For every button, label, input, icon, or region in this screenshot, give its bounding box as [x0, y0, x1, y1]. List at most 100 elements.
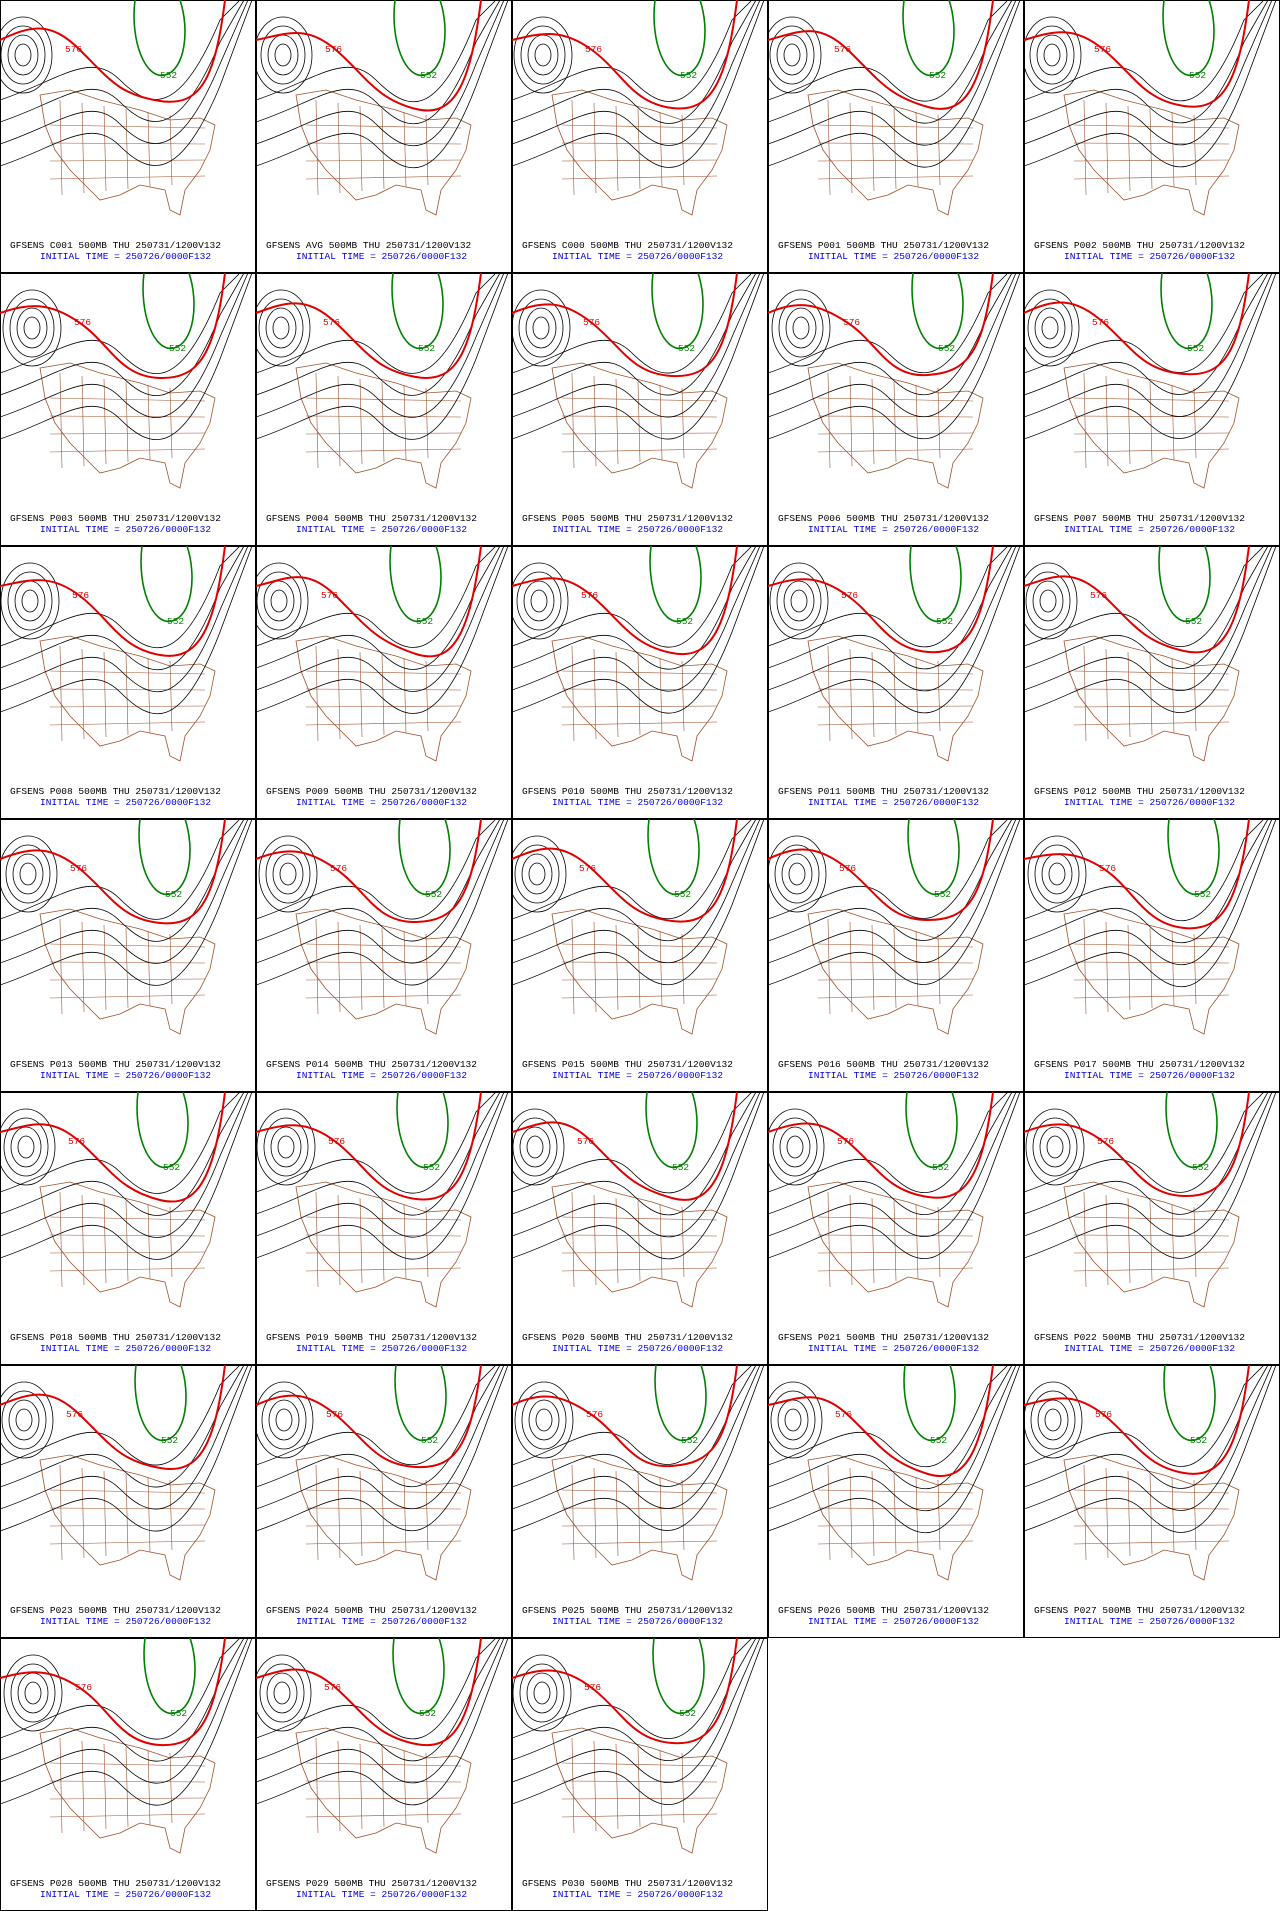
contour [512, 1654, 572, 1732]
contour [768, 546, 1021, 714]
contour [0, 562, 60, 640]
contour [15, 1408, 33, 1432]
contour [256, 16, 313, 94]
panel-title: GFSENS P010 500MB THU 250731/1200V132 [522, 786, 733, 797]
contour-label: 552 [163, 1162, 180, 1173]
contour-552 [909, 546, 962, 623]
map-outline [551, 89, 728, 216]
contour-label: 576 [330, 863, 347, 874]
state-line [169, 387, 173, 459]
state-line [937, 114, 941, 186]
contour [521, 1390, 567, 1450]
panel-init-time: INITIAL TIME = 250726/0000F132 [552, 797, 723, 808]
state-line [59, 372, 63, 469]
panel-border [0, 1365, 256, 1638]
contour-552 [654, 1365, 707, 1442]
contour [1024, 546, 1277, 713]
map-panel: 576 552 GFSENS P028 500MB THU 250731/1200V… [0, 1638, 256, 1911]
state-line [849, 102, 853, 194]
contour [512, 546, 765, 714]
contour-label: 552 [1190, 1435, 1207, 1446]
map-outline [295, 362, 472, 489]
contour [512, 1638, 761, 1783]
contour [0, 1365, 253, 1532]
state-line [305, 1762, 462, 1767]
map-panel: 576 552 GFSENS P001 500MB THU 250731/1200V… [768, 0, 1024, 273]
contour [512, 1638, 753, 1739]
contour [768, 273, 1009, 374]
contour [1024, 562, 1078, 640]
state-line [571, 1464, 575, 1561]
contour [23, 316, 41, 340]
panel-border [256, 1092, 512, 1365]
state-line [147, 1203, 151, 1280]
state-line [561, 175, 718, 180]
panel-border [256, 1365, 512, 1638]
state-line [425, 660, 429, 732]
panel-init-time: INITIAL TIME = 250726/0000F132 [808, 524, 979, 535]
contour [258, 835, 318, 913]
state-line [315, 1191, 319, 1288]
state-line [147, 657, 151, 734]
contour [512, 1638, 765, 1805]
state-line [561, 124, 718, 129]
panel-title: GFSENS P007 500MB THU 250731/1200V132 [1034, 513, 1245, 524]
state-line [315, 1737, 319, 1834]
contour [1037, 1399, 1069, 1441]
contour-552 [134, 1365, 187, 1442]
state-line [637, 381, 641, 463]
state-line [915, 111, 919, 188]
contour-label: 552 [938, 343, 955, 354]
state-line [893, 654, 897, 736]
state-line [425, 1752, 429, 1824]
contour [786, 1135, 804, 1159]
state-line [817, 1524, 974, 1527]
state-line [1105, 1467, 1109, 1559]
contour [512, 546, 761, 692]
contour-label: 552 [425, 889, 442, 900]
contour-label: 552 [419, 1708, 436, 1719]
state-line [305, 978, 462, 981]
contour [512, 1117, 558, 1177]
state-line [1073, 978, 1230, 981]
state-line [561, 1780, 718, 1783]
contour [0, 546, 245, 671]
contour-label: 552 [1194, 889, 1211, 900]
contour [256, 1654, 312, 1732]
map-panel: 576 552 GFSENS P027 500MB THU 250731/1200V… [1024, 1365, 1280, 1638]
contour [256, 1092, 509, 1260]
state-line [1171, 111, 1175, 188]
state-line [827, 645, 831, 742]
map-panel: 576 552 GFSENS P007 500MB THU 250731/1200V… [1024, 273, 1280, 546]
state-line [125, 108, 129, 190]
contour-label: 576 [1090, 590, 1107, 601]
contour [256, 1638, 505, 1784]
panel-title: GFSENS P030 500MB THU 250731/1200V132 [522, 1878, 733, 1889]
panel-border [0, 1092, 256, 1365]
contour [1048, 862, 1066, 886]
contour [256, 1365, 505, 1510]
contour [256, 0, 497, 103]
panel-border [512, 1365, 768, 1638]
contour-576 [256, 1365, 482, 1469]
contour-label: 576 [70, 863, 87, 874]
state-line [871, 651, 875, 738]
contour-576 [1024, 273, 1250, 376]
state-line [827, 1191, 831, 1288]
state-line [817, 142, 974, 145]
panel-title: GFSENS P015 500MB THU 250731/1200V132 [522, 1059, 733, 1070]
state-line [81, 102, 85, 194]
contour-552 [396, 1092, 449, 1169]
contour-label: 576 [326, 1409, 343, 1420]
map-panel: 576 552 GFSENS C001 500MB THU 250731/1200V… [0, 0, 256, 273]
state-line [59, 918, 63, 1015]
contour [512, 273, 753, 374]
contour-label: 576 [72, 590, 89, 601]
panel-border [256, 0, 512, 273]
contour [768, 1092, 1009, 1193]
contour [256, 273, 497, 374]
state-line [561, 1267, 718, 1272]
panel-border [512, 0, 768, 273]
state-line [49, 175, 206, 180]
contour-576 [768, 1365, 994, 1477]
